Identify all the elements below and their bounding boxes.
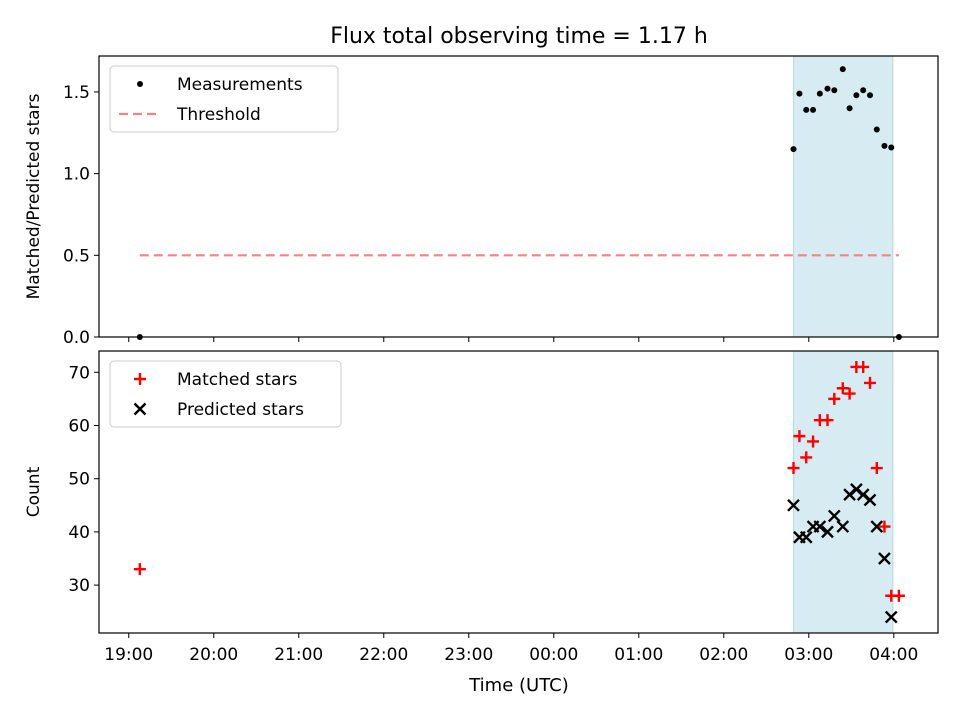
matched-star-point <box>870 462 883 475</box>
y-tick-label: 0.5 <box>63 246 90 266</box>
x-tick-label: 23:00 <box>444 645 493 665</box>
measurement-point <box>846 105 853 112</box>
y-tick-label: 1.0 <box>63 165 90 185</box>
measurement-point <box>816 90 823 97</box>
y-tick-label: 70 <box>68 363 90 383</box>
y-tick-label: 0.0 <box>63 328 90 348</box>
x-tick-label: 00:00 <box>529 645 578 665</box>
x-axis-label: Time (UTC) <box>468 675 569 696</box>
matched-star-point <box>787 462 800 475</box>
measurement-point <box>803 106 810 113</box>
measurement-point <box>824 85 831 92</box>
predicted-star-point <box>821 525 834 539</box>
matched-star-point <box>828 392 841 405</box>
x-tick-label: 19:00 <box>104 645 153 665</box>
x-tick-label: 01:00 <box>614 645 663 665</box>
legend-label: Predicted stars <box>177 400 304 420</box>
measurement-point <box>873 126 880 133</box>
x-tick-label: 03:00 <box>784 645 833 665</box>
measurement-point <box>881 142 888 149</box>
y-axis-label: Count <box>24 466 44 517</box>
x-tick-label: 04:00 <box>869 645 918 665</box>
ratio-panel: 0.0 0.5 1.0 1.5 Matched/Predicted stars Measu… <box>24 55 939 348</box>
y-tick-label: 60 <box>68 416 90 436</box>
predicted-star-point <box>787 498 800 512</box>
matched-star-point <box>133 563 146 576</box>
predicted-star-point <box>813 520 827 533</box>
legend-box <box>109 360 342 428</box>
predicted-star-point <box>878 552 891 565</box>
plot-frame <box>98 55 939 338</box>
predicted-star-point <box>870 520 884 533</box>
predicted-star-point <box>863 493 877 507</box>
y-tick-label: 40 <box>68 523 90 543</box>
matched-star-point <box>863 376 876 389</box>
matched-star-point <box>793 430 806 443</box>
legend-label: Measurements <box>177 75 303 95</box>
measurement-point <box>790 146 797 153</box>
y-axis-label: Matched/Predicted stars <box>24 93 44 299</box>
predicted-star-point <box>827 509 841 523</box>
legend-box <box>109 65 339 133</box>
x-tick-label: 21:00 <box>274 645 323 665</box>
plot-frame <box>98 350 939 634</box>
matched-star-point <box>857 360 870 373</box>
measurement-point <box>810 106 817 113</box>
legend-marker-swatch <box>134 373 146 385</box>
predicted-star-point <box>884 610 898 624</box>
legend-marker-swatch <box>133 402 147 416</box>
measurement-point <box>860 87 867 94</box>
y-tick-label: 50 <box>68 470 90 490</box>
matched-star-point <box>807 435 820 448</box>
x-tick-label: 20:00 <box>189 645 238 665</box>
matched-star-point <box>892 589 905 602</box>
measurement-point <box>839 66 846 73</box>
matched-star-point <box>800 451 813 464</box>
measurement-point <box>831 87 838 94</box>
matched-star-point <box>843 387 856 400</box>
chart-title: Flux total observing time = 1.17 h <box>330 24 708 49</box>
legend-label: Threshold <box>176 105 261 125</box>
y-tick-label: 1.5 <box>63 83 90 103</box>
legend-marker-swatch <box>137 81 143 87</box>
matched-star-point <box>836 382 849 395</box>
y-tick-label: 30 <box>68 576 90 596</box>
measurement-point <box>866 92 873 99</box>
measurement-point <box>888 144 895 151</box>
count-panel: 30 40 50 60 70 19:00 20:00 21:00 22:00 23:00 00:00… <box>24 350 939 665</box>
observing-window-span <box>792 350 894 634</box>
measurement-point <box>796 90 803 97</box>
matched-star-point <box>821 414 834 427</box>
observing-window-span <box>792 55 894 338</box>
x-tick-label: 22:00 <box>359 645 408 665</box>
predicted-star-point <box>836 520 850 533</box>
matched-star-point <box>878 520 891 533</box>
x-tick-label: 02:00 <box>699 645 748 665</box>
measurement-point <box>853 92 860 99</box>
legend-label: Matched stars <box>177 370 297 390</box>
predicted-star-point <box>799 530 813 544</box>
